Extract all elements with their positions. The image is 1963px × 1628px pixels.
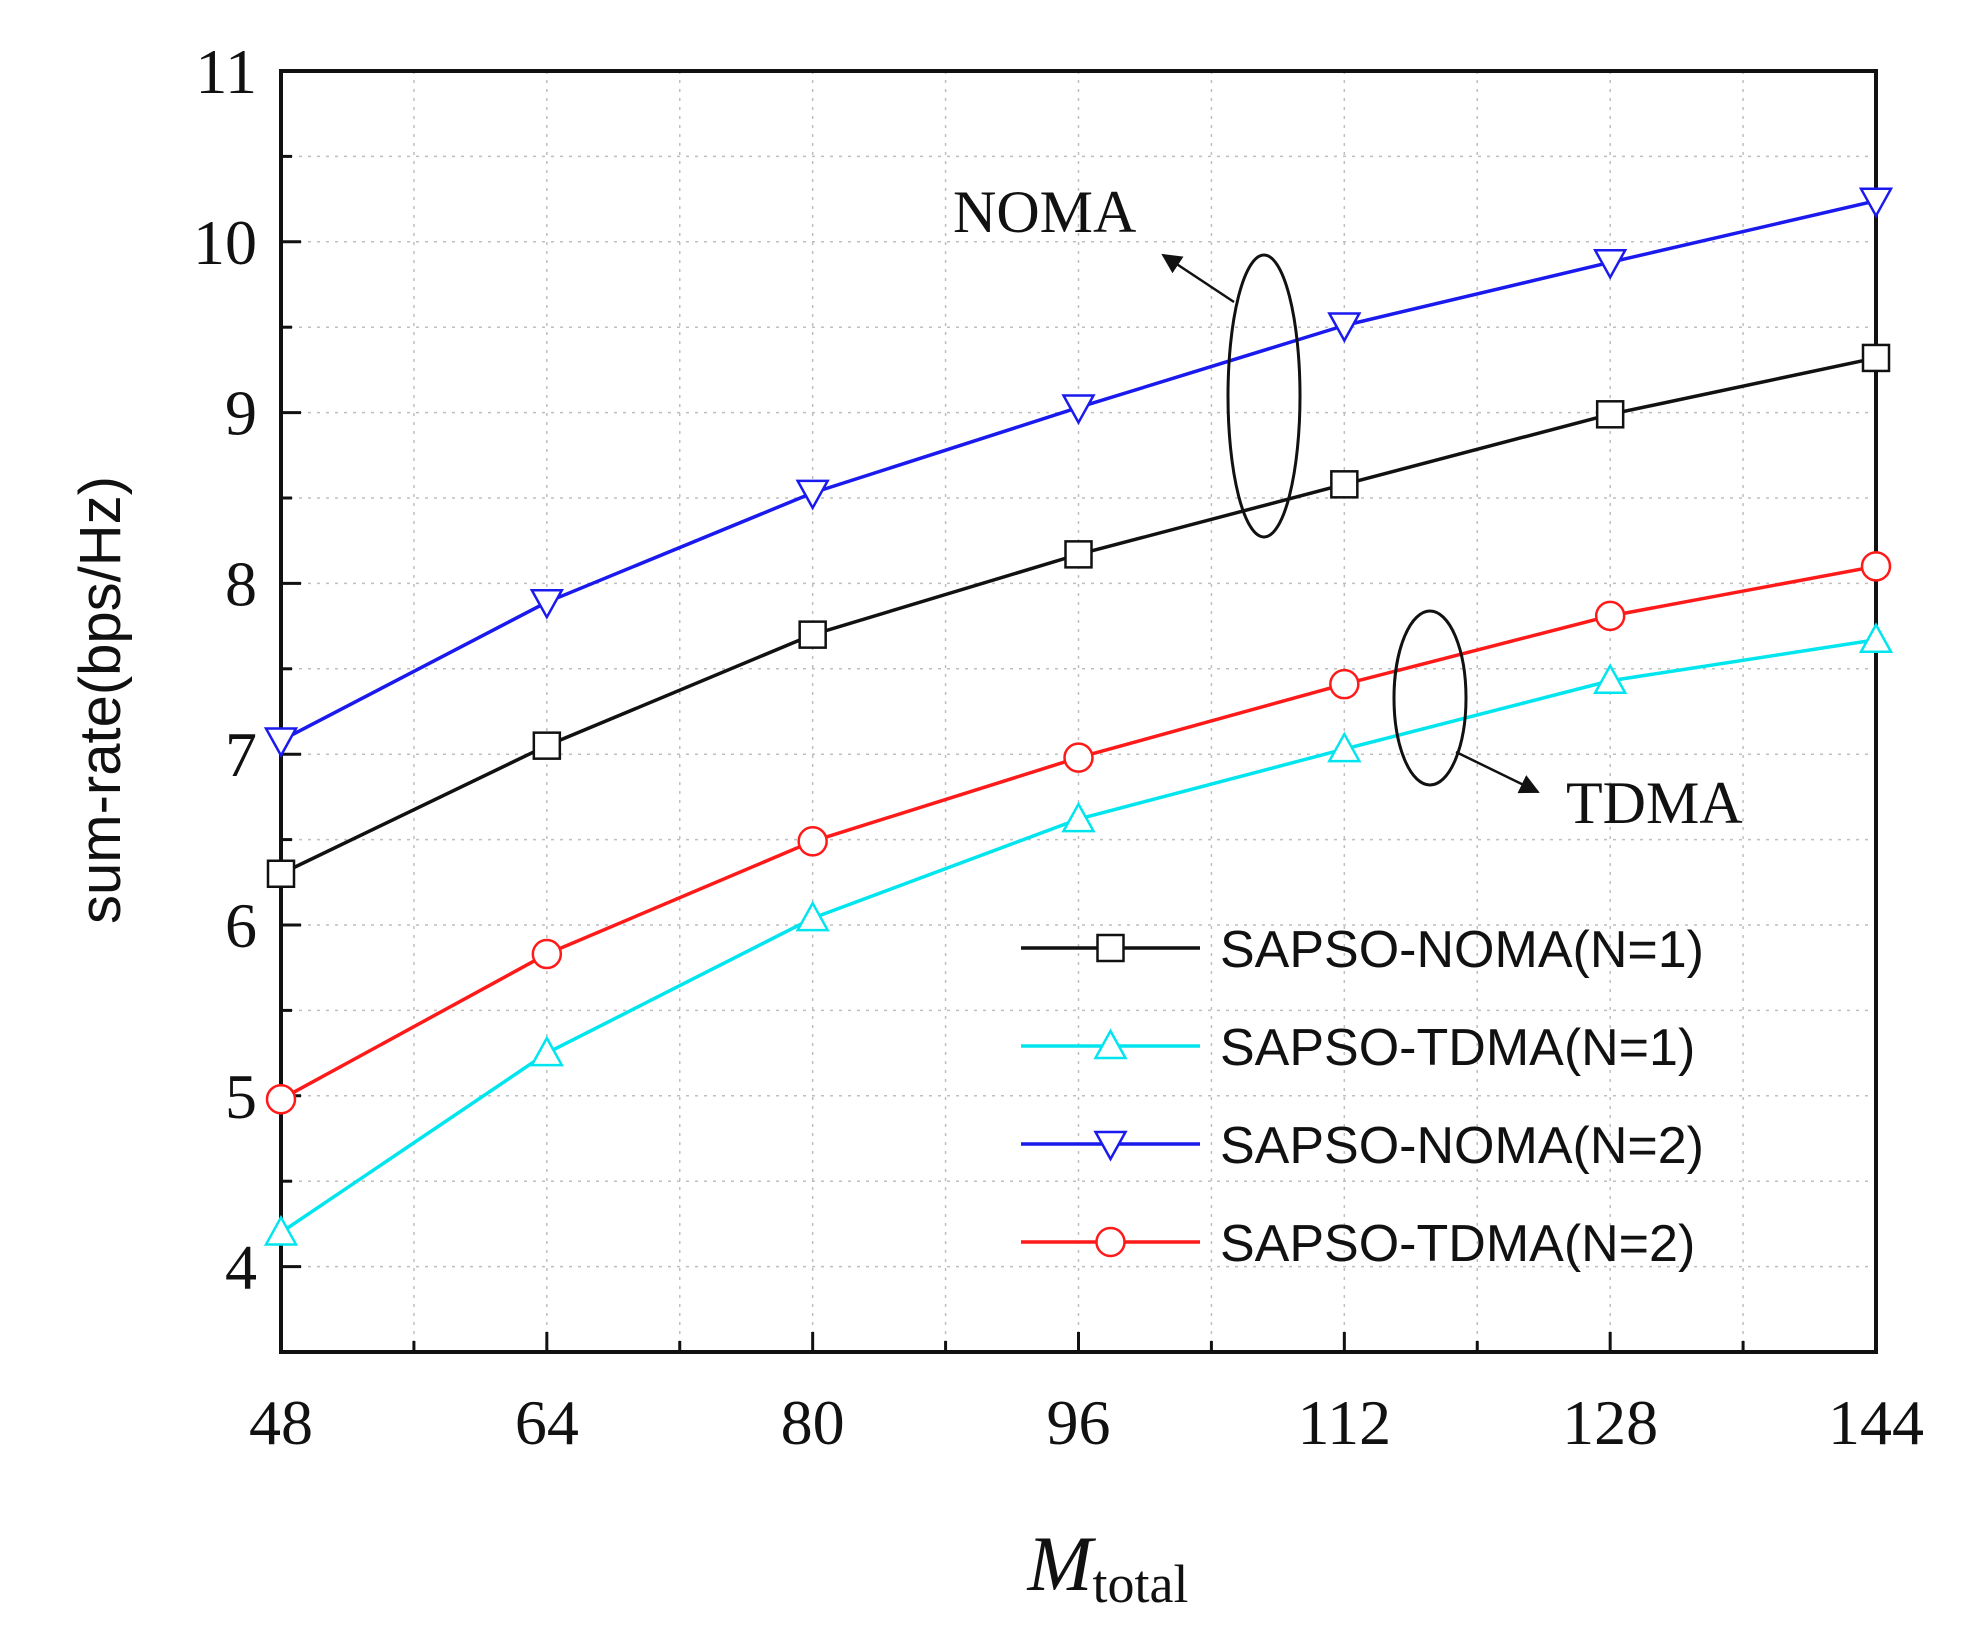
legend-marker bbox=[1095, 1226, 1126, 1258]
tdma-arrow bbox=[1455, 750, 1540, 794]
series-SAPSO-NOMA(N=1) bbox=[266, 343, 1891, 889]
legend-entry: SAPSO-TDMA(N=1) bbox=[1021, 1019, 1695, 1077]
y-tick-label: 4 bbox=[225, 1232, 257, 1303]
data-point bbox=[263, 1214, 299, 1246]
x-tick-label: 80 bbox=[781, 1387, 845, 1458]
data-point bbox=[532, 731, 562, 760]
x-axis-title: Mtotal bbox=[1027, 1520, 1189, 1614]
data-point bbox=[1064, 540, 1093, 569]
data-point bbox=[1063, 742, 1094, 773]
noma-ellipse bbox=[1226, 253, 1302, 539]
legend-marker bbox=[1093, 1130, 1128, 1162]
x-axis-title-subscript: total bbox=[1093, 1554, 1189, 1614]
axis-ticks: 48 64 80 96 112 128 144 4 5 6 7 8 9 10 11 bbox=[193, 36, 1924, 1458]
tdma-ellipse bbox=[1392, 609, 1468, 787]
legend: SAPSO-NOMA(N=1) SAPSO-TDMA(N=1) SAPSO-NOMA… bbox=[1021, 921, 1704, 1273]
legend-entry: SAPSO-NOMA(N=1) bbox=[1021, 921, 1704, 979]
noma-annotation: NOMA bbox=[953, 179, 1136, 245]
data-point bbox=[1594, 600, 1626, 632]
y-tick-label: 8 bbox=[225, 548, 257, 619]
y-tick-label: 6 bbox=[225, 890, 257, 961]
x-tick-label: 96 bbox=[1047, 1387, 1111, 1458]
legend-entry: SAPSO-TDMA(N=2) bbox=[1021, 1215, 1695, 1273]
data-point bbox=[1595, 400, 1625, 429]
legend-label: SAPSO-NOMA(N=2) bbox=[1220, 1117, 1704, 1175]
data-point bbox=[1593, 663, 1628, 695]
data-point bbox=[1861, 343, 1891, 373]
y-axis-title: sum-rate(bps/Hz) bbox=[68, 476, 133, 924]
data-point bbox=[531, 938, 563, 970]
data-point bbox=[266, 859, 296, 889]
x-tick-label: 64 bbox=[515, 1387, 579, 1458]
data-point bbox=[1061, 394, 1096, 426]
x-tick-label: 112 bbox=[1298, 1387, 1392, 1458]
data-point bbox=[1593, 249, 1628, 280]
y-tick-label: 9 bbox=[225, 378, 257, 449]
data-point bbox=[1860, 551, 1892, 582]
data-point bbox=[1061, 801, 1096, 833]
series-SAPSO-TDMA(N=2) bbox=[265, 551, 1892, 1115]
series-group bbox=[263, 187, 1894, 1246]
x-axis-title-main: M bbox=[1027, 1520, 1097, 1607]
noma-arrow bbox=[1161, 253, 1235, 304]
legend-marker bbox=[1096, 933, 1125, 963]
tdma-annotation: TDMA bbox=[1566, 770, 1743, 836]
data-point bbox=[798, 620, 827, 649]
y-tick-label: 11 bbox=[195, 36, 257, 107]
data-point bbox=[795, 479, 830, 511]
legend-entry: SAPSO-NOMA(N=2) bbox=[1021, 1117, 1704, 1175]
data-point bbox=[795, 900, 830, 932]
data-point bbox=[1330, 470, 1359, 499]
y-tick-label: 10 bbox=[193, 207, 257, 278]
data-point bbox=[1327, 312, 1362, 344]
data-point bbox=[529, 588, 564, 620]
series-line bbox=[280, 199, 1877, 743]
data-point bbox=[797, 826, 828, 857]
legend-label: SAPSO-TDMA(N=2) bbox=[1220, 1215, 1695, 1273]
x-tick-label: 144 bbox=[1828, 1387, 1924, 1458]
y-tick-label: 5 bbox=[225, 1061, 257, 1132]
data-point bbox=[1858, 187, 1894, 219]
data-point bbox=[265, 1083, 297, 1115]
data-point bbox=[1327, 731, 1362, 763]
legend-marker bbox=[1093, 1028, 1128, 1060]
y-tick-label: 7 bbox=[225, 719, 257, 790]
data-point bbox=[263, 727, 299, 759]
data-point bbox=[529, 1035, 564, 1067]
legend-label: SAPSO-TDMA(N=1) bbox=[1220, 1019, 1695, 1077]
x-tick-label: 128 bbox=[1562, 1387, 1658, 1458]
series-SAPSO-TDMA(N=1) bbox=[263, 622, 1894, 1246]
legend-label: SAPSO-NOMA(N=1) bbox=[1220, 921, 1704, 979]
annotations: NOMA TDMA bbox=[953, 179, 1743, 836]
x-tick-label: 48 bbox=[249, 1387, 313, 1458]
series-SAPSO-NOMA(N=2) bbox=[263, 187, 1894, 759]
data-point bbox=[1858, 622, 1894, 654]
grid bbox=[281, 71, 1876, 1352]
data-point bbox=[1329, 668, 1360, 700]
